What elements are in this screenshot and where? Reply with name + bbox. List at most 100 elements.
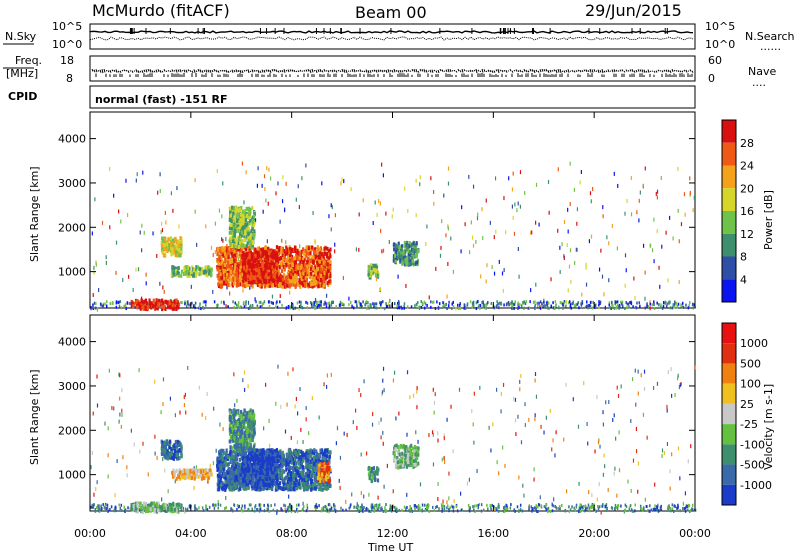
near-range-point [118, 301, 120, 304]
scatter-point [678, 209, 679, 213]
freq-mark [286, 70, 287, 71]
near-range-point [553, 306, 555, 309]
nsky-tick-bottom: 10^0 [52, 38, 82, 51]
freq-mark [442, 70, 443, 72]
echo-cell [224, 252, 226, 256]
near-range-point [631, 508, 633, 511]
echo-cell [304, 263, 306, 267]
scatter-point [467, 482, 468, 486]
freq-mark [164, 69, 165, 71]
near-range-point [356, 506, 358, 509]
near-range-point [286, 306, 288, 309]
scatter-point [257, 184, 258, 188]
colorbar-segment [722, 120, 736, 143]
near-range-point [654, 307, 656, 310]
echo-cell [319, 260, 321, 264]
near-range-point [675, 505, 677, 508]
scatter-point [636, 449, 637, 453]
scatter-point [558, 306, 559, 310]
echo-cell [283, 249, 285, 253]
echo-cell [229, 242, 231, 246]
near-range-point [523, 307, 525, 310]
freq-mark [654, 71, 655, 73]
freq-mark [518, 70, 519, 71]
near-range-point [376, 306, 378, 309]
near-range-point [283, 504, 285, 507]
scatter-point [160, 172, 161, 176]
freq-mark [484, 69, 485, 71]
near-range-point [350, 301, 352, 304]
echo-cell [293, 279, 295, 283]
near-range-point [127, 506, 129, 509]
scatter-point [499, 260, 500, 264]
echo-cell [284, 268, 286, 272]
near-range-point [535, 507, 537, 510]
near-range-point [123, 305, 125, 308]
scatter-point [475, 240, 476, 244]
scatter-point [552, 438, 553, 442]
near-range-point [496, 304, 498, 307]
scatter-point [560, 270, 561, 274]
scatter-point [469, 250, 470, 254]
near-range-point [453, 509, 455, 512]
scatter-point [602, 410, 603, 414]
freq-mark [434, 70, 435, 71]
near-range-point [223, 302, 225, 305]
near-range-point [241, 306, 243, 309]
echo-cell [218, 277, 220, 281]
range-tick-label: 1000 [58, 266, 86, 279]
near-range-point [370, 510, 372, 513]
near-range-point [259, 504, 261, 507]
echo-cell [306, 261, 308, 265]
scatter-point [161, 230, 162, 234]
near-range-point [503, 303, 505, 306]
scatter-point [148, 472, 149, 476]
freq-mark [150, 69, 151, 72]
near-range-point [525, 300, 527, 303]
freq-mark [158, 69, 159, 72]
freq-mark [178, 70, 179, 72]
echo-cell [244, 238, 246, 242]
colorbar-segment [722, 188, 736, 211]
freq-mark [586, 69, 587, 72]
freq-mark [284, 69, 285, 73]
scatter-point [503, 289, 504, 293]
echo-cell [234, 264, 236, 268]
scatter-point [441, 219, 442, 223]
near-range-point [424, 307, 426, 310]
scatter-point [95, 487, 96, 491]
near-range-point [264, 509, 266, 512]
near-range-point [588, 304, 590, 307]
near-range-point [672, 507, 674, 510]
scatter-point [508, 176, 509, 180]
scatter-point [202, 413, 203, 417]
freq-mark [384, 70, 385, 72]
near-range-point [323, 303, 325, 306]
near-range-point [585, 504, 587, 507]
scatter-point [631, 212, 632, 216]
scatter-point [368, 493, 369, 497]
echo-cell [231, 258, 233, 262]
scatter-point [497, 460, 498, 464]
scatter-point [246, 170, 247, 174]
near-range-point [504, 510, 506, 513]
scatter-point [407, 370, 408, 374]
freq-mark [490, 70, 491, 72]
near-range-point [106, 305, 108, 308]
freq-mark [324, 69, 325, 71]
near-range-point [635, 306, 637, 309]
near-range-point [214, 507, 216, 510]
near-range-point [595, 304, 597, 307]
near-range-point [214, 300, 216, 303]
freq-mark [400, 70, 401, 72]
near-range-point [248, 508, 250, 511]
echo-cell [175, 250, 177, 254]
echo-cell [297, 265, 299, 269]
scatter-point [152, 231, 153, 235]
freq-mark [362, 71, 363, 72]
freq-mark [172, 69, 173, 71]
scatter-point [502, 271, 503, 275]
near-range-point [295, 307, 297, 310]
scatter-point [356, 426, 357, 430]
echo-cell [412, 249, 414, 253]
